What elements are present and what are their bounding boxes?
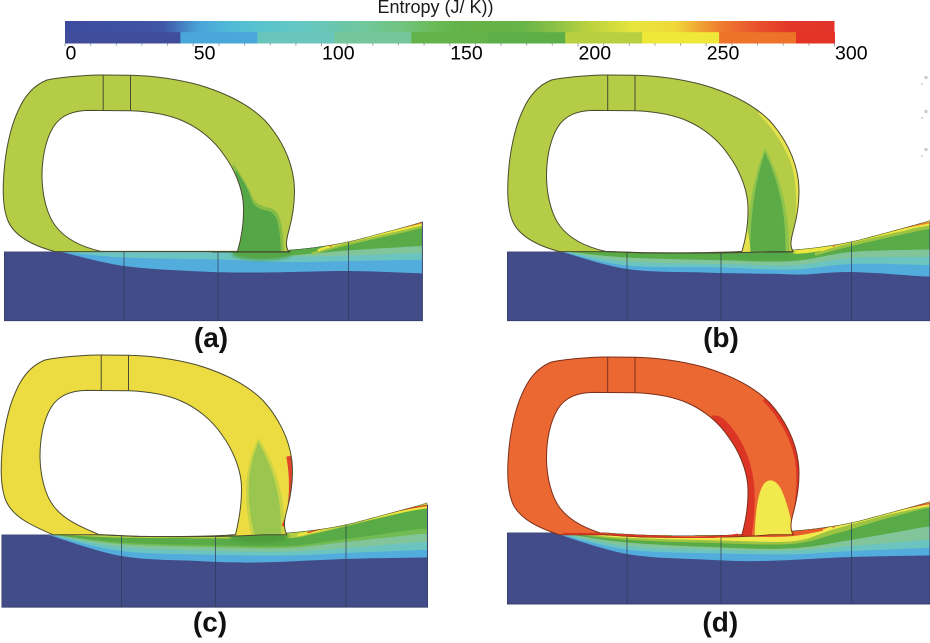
svg-text:(a): (a) [194, 322, 228, 353]
svg-text:100: 100 [322, 43, 355, 65]
svg-text:0: 0 [66, 43, 77, 65]
svg-text:250: 250 [707, 43, 740, 65]
svg-text:300: 300 [835, 43, 868, 65]
svg-text:50: 50 [194, 43, 216, 65]
svg-text:200: 200 [579, 43, 612, 65]
svg-text:(d): (d) [702, 607, 738, 638]
svg-text:(c): (c) [193, 607, 227, 638]
svg-text:Entropy (J/ K)): Entropy (J/ K)) [377, 0, 493, 17]
svg-text:150: 150 [450, 43, 483, 65]
svg-text:(b): (b) [703, 322, 739, 353]
